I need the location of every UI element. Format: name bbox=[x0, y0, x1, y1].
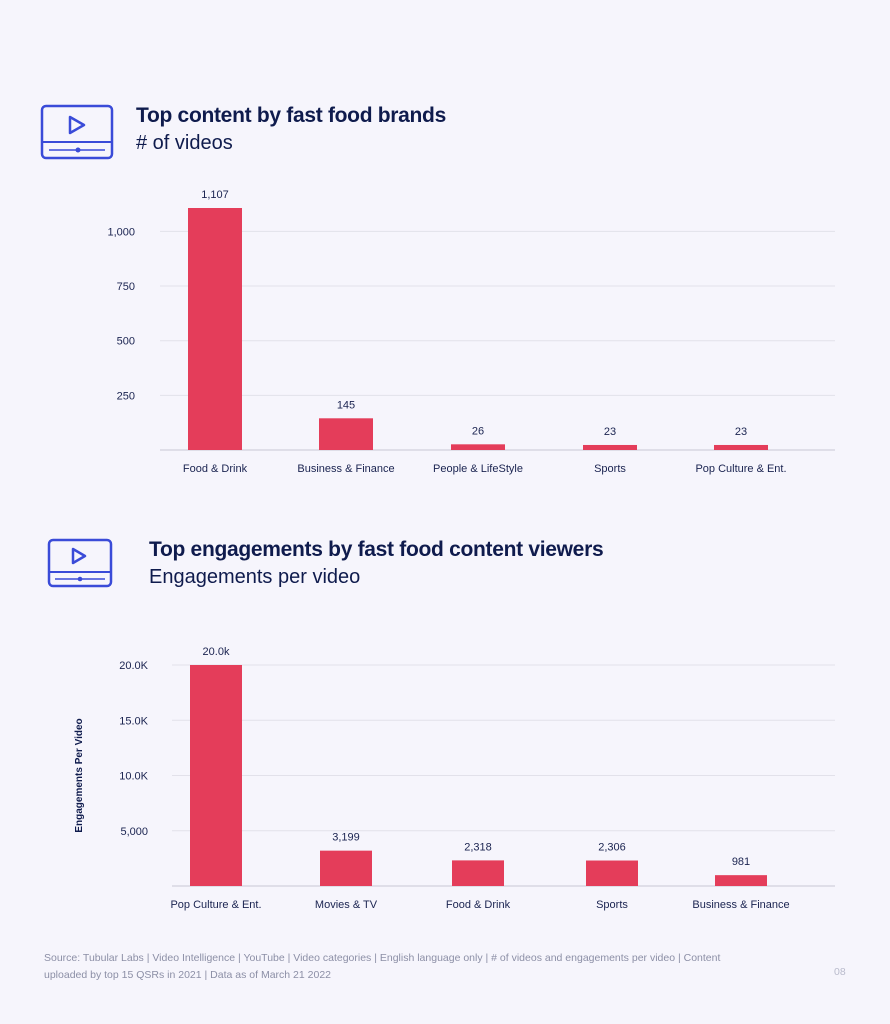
bar-value-label: 26 bbox=[472, 425, 484, 437]
category-label: Sports bbox=[594, 463, 626, 475]
category-label: Pop Culture & Ent. bbox=[170, 899, 261, 911]
source-note: Source: Tubular Labs | Video Intelligenc… bbox=[44, 952, 721, 981]
category-label: Movies & TV bbox=[315, 899, 378, 911]
category-label: Business & Finance bbox=[297, 463, 394, 475]
category-label: Business & Finance bbox=[692, 899, 789, 911]
category-label: Sports bbox=[596, 899, 628, 911]
bar bbox=[190, 665, 242, 886]
bar-value-label: 981 bbox=[732, 856, 750, 868]
y-tick-label: 1,000 bbox=[107, 226, 135, 238]
video-player-icon bbox=[47, 538, 113, 588]
bar-value-label: 23 bbox=[735, 426, 747, 438]
category-label: Pop Culture & Ent. bbox=[695, 463, 786, 475]
bar-value-label: 145 bbox=[337, 399, 355, 411]
y-tick-label: 20.0K bbox=[119, 660, 148, 672]
bar bbox=[714, 444, 768, 450]
section2-titles: Top engagements by fast food content vie… bbox=[149, 538, 604, 589]
y-tick-label: 500 bbox=[117, 336, 135, 348]
y-tick-label: 250 bbox=[117, 390, 135, 402]
bar-value-label: 2,306 bbox=[598, 842, 626, 854]
bar bbox=[452, 860, 504, 886]
section1-header: Top content by fast food brands # of vid… bbox=[40, 104, 446, 160]
y-tick-label: 750 bbox=[117, 281, 135, 293]
bar bbox=[451, 444, 505, 450]
bar bbox=[583, 444, 637, 450]
chart-engagements: 5,000 10.0K 15.0K 20.0K 20.0k Pop Culture & E… bbox=[74, 646, 835, 911]
bar-value-label: 3,199 bbox=[332, 832, 360, 844]
bar-value-label: 1,107 bbox=[201, 189, 229, 201]
bar bbox=[715, 875, 767, 886]
section1-title: Top content by fast food brands bbox=[136, 104, 446, 127]
bar-value-label: 23 bbox=[604, 426, 616, 438]
section2-header: Top engagements by fast food content vie… bbox=[47, 538, 604, 589]
category-label: Food & Drink bbox=[446, 899, 511, 911]
bar bbox=[319, 418, 373, 450]
section1-subtitle: # of videos bbox=[136, 132, 233, 154]
y-axis-title: Engagements Per Video bbox=[74, 718, 85, 832]
video-player-icon bbox=[40, 104, 114, 160]
chart-videos: 250 500 750 1,000 1,107 Food & Drink 145 Busine… bbox=[107, 189, 835, 475]
y-tick-label: 10.0K bbox=[119, 771, 148, 783]
bar bbox=[320, 850, 372, 886]
section1-titles: Top content by fast food brands # of vid… bbox=[136, 104, 446, 155]
section2-subtitle: Engagements per video bbox=[149, 566, 361, 588]
section2-title: Top engagements by fast food content vie… bbox=[149, 538, 604, 561]
category-label: Food & Drink bbox=[183, 463, 248, 475]
bar-value-label: 20.0k bbox=[203, 646, 230, 658]
bar-value-label: 2,318 bbox=[464, 841, 492, 853]
y-tick-label: 15.0K bbox=[119, 715, 148, 727]
bar bbox=[188, 208, 242, 450]
page-number: 08 bbox=[834, 966, 846, 978]
bar bbox=[586, 860, 638, 886]
y-tick-label: 5,000 bbox=[120, 826, 148, 838]
category-label: People & LifeStyle bbox=[433, 463, 523, 475]
